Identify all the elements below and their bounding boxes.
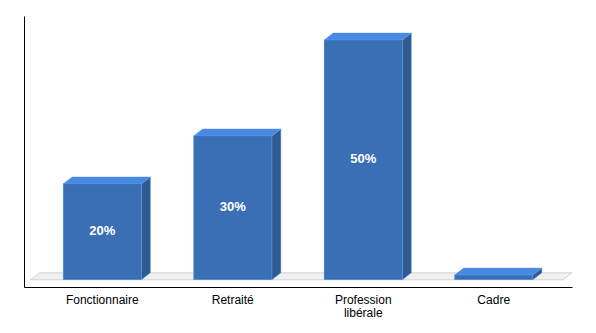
data-label: 50%: [350, 151, 376, 166]
bar-3d: [455, 268, 542, 280]
x-tick: Professionlibérale: [335, 293, 392, 320]
x-tick-label: Cadre: [477, 293, 510, 307]
bar-3d: [63, 177, 150, 280]
x-tick: Cadre: [477, 293, 510, 307]
bar-top: [63, 177, 150, 184]
x-axis-line: [25, 287, 573, 288]
data-label: 20%: [89, 223, 115, 238]
bar: [324, 40, 402, 280]
bar-side: [141, 177, 150, 280]
x-axis: Fonctionnaire Retraité Professionlibérale C…: [25, 288, 573, 320]
bar-side: [402, 33, 411, 280]
chart: 20% 30% 50% Fonctionnaire Retraité Profession…: [0, 0, 596, 333]
bars: [31, 33, 572, 280]
x-tick-label: Retraité: [212, 293, 254, 307]
bar-top: [455, 268, 542, 275]
bar: [194, 136, 272, 280]
x-tick: Retraité: [212, 293, 254, 307]
data-labels: 20% 30% 50%: [89, 151, 376, 238]
bar-top: [194, 129, 281, 136]
plot: 20% 30% 50% Fonctionnaire Retraité Profession…: [25, 17, 573, 320]
y-axis: [24, 17, 25, 288]
x-tick: Fonctionnaire: [66, 293, 139, 307]
bar-side: [272, 129, 281, 280]
x-tick-label: Fonctionnaire: [66, 293, 139, 307]
bar: [63, 184, 141, 280]
bar: [455, 275, 533, 280]
data-label: 30%: [220, 199, 246, 214]
bar-3d: [324, 33, 411, 280]
y-axis-line: [24, 17, 25, 288]
bar-3d: [194, 129, 281, 280]
bar-top: [324, 33, 411, 40]
x-tick-label: Professionlibérale: [335, 293, 392, 320]
